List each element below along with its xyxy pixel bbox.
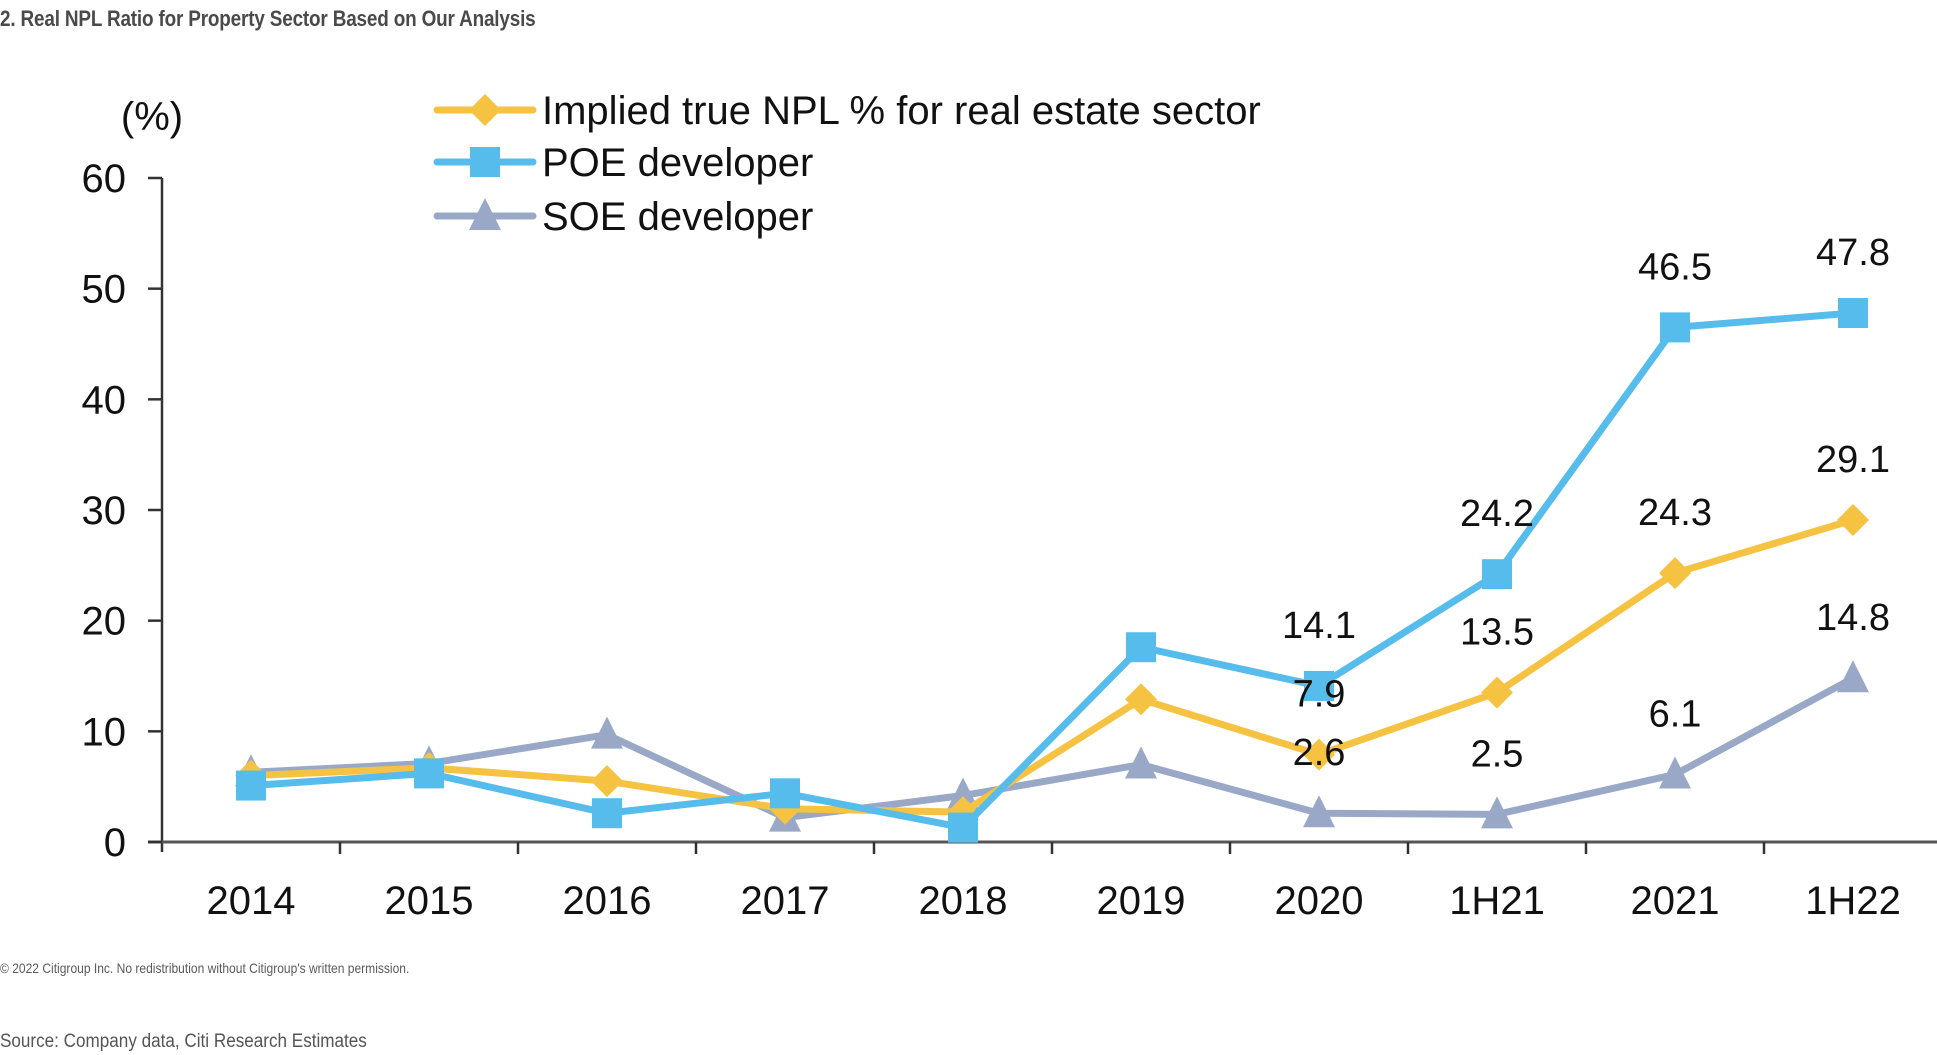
data-point-square: [948, 812, 978, 843]
x-tick-label: 2020: [1275, 879, 1364, 923]
data-label: 2.5: [1471, 733, 1524, 775]
data-point-square: [414, 758, 444, 789]
data-point-square: [1304, 670, 1334, 701]
data-label: 24.3: [1638, 492, 1712, 534]
data-point-diamond: [591, 765, 623, 798]
data-point-diamond: [1481, 676, 1513, 709]
source-note: Source: Company data, Citi Research Esti…: [0, 1031, 367, 1052]
legend-label: Implied true NPL % for real estate secto…: [542, 89, 1261, 133]
data-point-square: [1838, 298, 1868, 329]
series-line: [250, 516, 1855, 816]
data-point-diamond: [1837, 503, 1869, 536]
data-label: 24.2: [1460, 493, 1534, 535]
x-tick-label: 2019: [1097, 879, 1186, 923]
data-label: 6.1: [1649, 693, 1702, 735]
y-tick-label: 0: [104, 821, 126, 865]
data-point-diamond: [1125, 683, 1157, 716]
y-tick-label: 30: [82, 489, 127, 533]
x-tick-label: 1H22: [1805, 879, 1901, 923]
x-tick-label: 2015: [385, 879, 474, 923]
data-point-square: [1660, 312, 1690, 343]
data-point-diamond: [1659, 557, 1691, 590]
data-label: 7.9: [1293, 674, 1346, 716]
data-point-square: [770, 778, 800, 809]
data-point-triangle: [591, 716, 623, 749]
x-tick-label: 1H21: [1449, 879, 1545, 923]
data-label: 29.1: [1816, 439, 1890, 481]
chart-title: 2. Real NPL Ratio for Property Sector Ba…: [0, 6, 536, 31]
legend-item: Implied true NPL % for real estate secto…: [433, 89, 1261, 133]
legend-marker-square: [470, 147, 500, 177]
x-tick-label: 2017: [741, 879, 830, 923]
series-layer: [235, 298, 1869, 843]
y-tick-label: 60: [82, 157, 127, 201]
axes: 0 10 20 30 40 50 60 2014 2015 2016 2017 2018 2019 202…: [82, 157, 1937, 923]
x-tick-label: 2016: [563, 879, 652, 923]
y-axis-unit-label: (%): [121, 95, 183, 139]
data-point-triangle: [1481, 796, 1513, 829]
series-soe-developer: [235, 660, 1869, 832]
data-point-diamond: [1303, 738, 1335, 771]
x-tick-label: 2014: [207, 879, 296, 923]
legend: Implied true NPL % for real estate secto…: [433, 89, 1261, 239]
series-poe-developer: [236, 298, 1868, 843]
data-label: 14.8: [1816, 597, 1890, 639]
legend-marker-diamond: [469, 94, 501, 126]
series-line: [250, 675, 1855, 822]
data-point-triangle: [947, 777, 979, 810]
data-point-triangle: [1125, 746, 1157, 779]
data-label: 46.5: [1638, 246, 1712, 288]
legend-item: POE developer: [433, 141, 813, 185]
y-tick-label: 20: [82, 600, 127, 644]
data-point-triangle: [1303, 795, 1335, 828]
y-tick-label: 10: [82, 710, 127, 754]
data-point-square: [592, 798, 622, 829]
y-tick-label: 40: [82, 378, 127, 422]
x-tick-label: 2018: [919, 879, 1008, 923]
data-label: 13.5: [1460, 612, 1534, 654]
data-point-square: [1126, 632, 1156, 663]
data-point-square: [1482, 559, 1512, 590]
data-label: 2.6: [1293, 732, 1346, 774]
y-tick-label: 50: [82, 268, 127, 312]
data-point-triangle: [1837, 660, 1869, 693]
data-point-triangle: [1659, 756, 1691, 789]
legend-label: SOE developer: [542, 195, 813, 239]
data-label: 14.1: [1282, 605, 1356, 647]
data-labels: 7.9 13.5 24.3 29.1 14.1 24.2 46.5 47.8 2.6 2.5 6.1…: [1282, 232, 1890, 775]
data-point-square: [236, 770, 266, 801]
series-line: [250, 309, 1854, 832]
legend-label: POE developer: [542, 141, 813, 185]
copyright-notice: © 2022 Citigroup Inc. No redistribution …: [0, 960, 410, 976]
x-tick-label: 2021: [1631, 879, 1720, 923]
legend-marker-triangle: [469, 198, 501, 230]
data-label: 47.8: [1816, 232, 1890, 274]
legend-item: SOE developer: [433, 195, 813, 239]
